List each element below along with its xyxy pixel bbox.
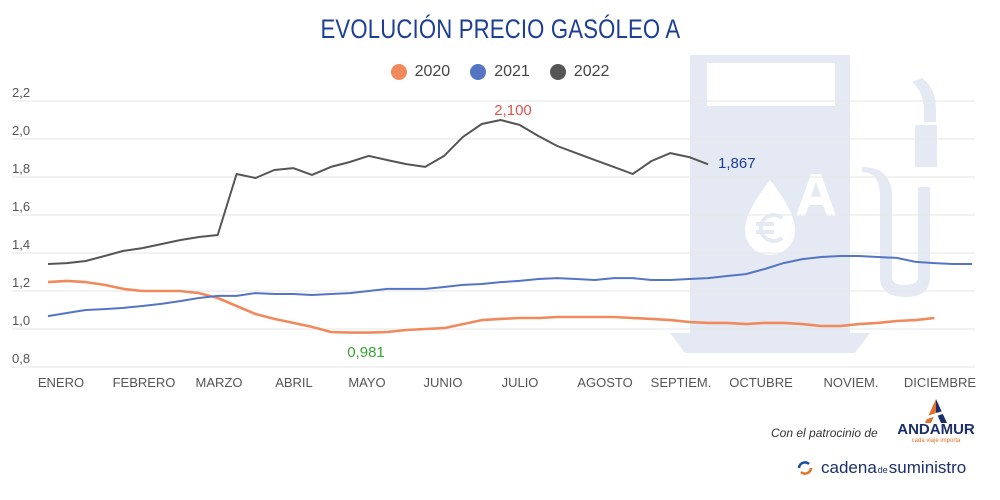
series-lines bbox=[47, 119, 973, 334]
legend-item-2022[interactable]: 2022 bbox=[549, 63, 610, 81]
y-tick-label: 1,4 bbox=[12, 237, 30, 252]
suministro-text: suministro bbox=[888, 458, 967, 477]
x-tick-label: JULIO bbox=[502, 375, 539, 390]
legend-marker-icon bbox=[549, 64, 566, 80]
x-tick-label: ENERO bbox=[38, 375, 84, 390]
y-tick-label: 1,0 bbox=[12, 313, 30, 328]
x-tick-label: DICIEMBRE bbox=[904, 375, 977, 390]
letter-a-icon bbox=[796, 174, 836, 216]
cadena-text: cadena bbox=[821, 458, 877, 477]
series-line-2020 bbox=[47, 279, 935, 334]
chart-title: EVOLUCIÓN PRECIO GASÓLEO A bbox=[0, 14, 1000, 45]
legend-label: 2022 bbox=[573, 63, 610, 80]
y-tick-label: 0,8 bbox=[12, 351, 30, 366]
y-tick-label: 1,8 bbox=[12, 161, 30, 176]
x-tick-label: SEPTIEM. bbox=[651, 375, 712, 390]
legend-item-2020[interactable]: 2020 bbox=[390, 63, 451, 81]
legend-label: 2021 bbox=[494, 63, 530, 80]
y-tick-label: 2,2 bbox=[12, 85, 30, 100]
x-tick-label: MAYO bbox=[348, 375, 385, 390]
x-tick-label: NOVIEM. bbox=[824, 375, 879, 390]
legend: 2020 2021 2022 bbox=[0, 63, 1000, 81]
x-axis: ENERO FEBRERO MARZO ABRIL MAYO JUNIO JULIO AGOS… bbox=[38, 375, 977, 390]
x-tick-label: FEBRERO bbox=[113, 375, 176, 390]
x-tick-label: MARZO bbox=[196, 375, 243, 390]
y-tick-label: 1,2 bbox=[12, 275, 30, 290]
andamur-logo-icon bbox=[924, 399, 949, 423]
series-line-2022 bbox=[47, 119, 709, 265]
fuel-pump-watermark-icon bbox=[670, 55, 937, 353]
legend-marker-icon bbox=[390, 64, 407, 80]
legend-label: 2020 bbox=[414, 63, 451, 80]
legend-marker-icon bbox=[470, 64, 487, 80]
andamur-tagline: cada viaje importa bbox=[911, 438, 961, 444]
cadena-suministro-logo: cadena de suministro bbox=[795, 458, 966, 478]
legend-item-2021[interactable]: 2021 bbox=[470, 63, 530, 81]
andamur-name: ANDAMUR bbox=[897, 421, 975, 438]
x-tick-label: AGOSTO bbox=[577, 375, 632, 390]
series-line-2021 bbox=[47, 255, 973, 318]
y-tick-label: 1,6 bbox=[12, 199, 30, 214]
x-tick-label: JUNIO bbox=[424, 375, 463, 390]
y-tick-label: 2,0 bbox=[12, 123, 30, 138]
x-tick-label: OCTUBRE bbox=[729, 375, 793, 390]
annotations: 2,100 1,867 0,981 bbox=[347, 102, 755, 361]
y-axis: 0,8 1,0 1,2 1,4 1,6 1,8 2,0 2,2 bbox=[12, 85, 30, 366]
sponsor-text: Con el patrocinio de bbox=[771, 426, 878, 440]
gridlines bbox=[12, 100, 975, 368]
data-label: 1,867 bbox=[718, 155, 756, 172]
cadena-de-text: de bbox=[877, 465, 888, 475]
andamur-logo: ANDAMUR cada viaje importa bbox=[895, 399, 977, 444]
x-tick-label: ABRIL bbox=[275, 375, 313, 390]
data-label: 0,981 bbox=[347, 344, 385, 361]
data-label: 2,100 bbox=[494, 102, 532, 119]
cadena-refresh-icon bbox=[797, 461, 813, 475]
chart-title-text: EVOLUCIÓN PRECIO GASÓLEO A bbox=[320, 14, 680, 44]
